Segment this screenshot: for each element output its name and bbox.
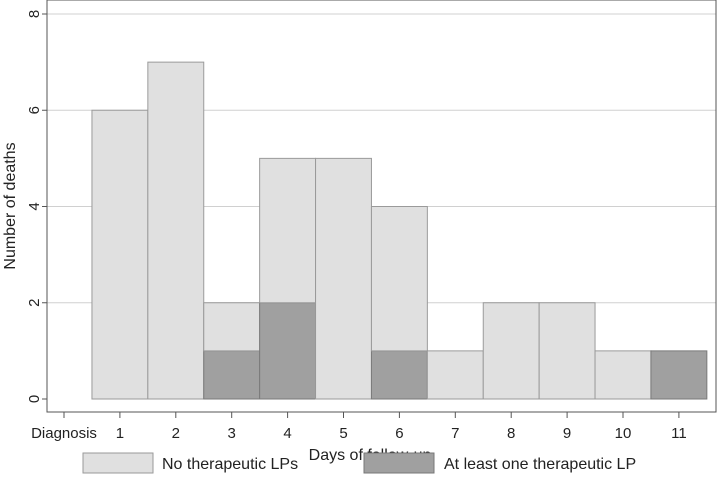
bar-no-lp-day-9 [538, 302, 596, 400]
x-tick-label: 10 [615, 425, 632, 442]
x-tick-label: 4 [283, 425, 291, 442]
bar-no-lp-day-8 [482, 302, 540, 400]
y-tick-label: 4 [26, 202, 43, 210]
legend: No therapeutic LPs At least one therapeu… [82, 452, 636, 474]
x-tick-label: 6 [395, 425, 403, 442]
x-tick-label: 2 [172, 425, 180, 442]
x-tick-label: 8 [507, 425, 515, 442]
legend-label-no-lp: No therapeutic LPs [162, 456, 298, 473]
x-tick-label: 11 [671, 425, 687, 442]
bar-no-lp-day-6 [370, 206, 428, 352]
y-tick-label: 0 [26, 395, 43, 403]
legend-box-no-lp [82, 452, 154, 474]
bars [91, 61, 708, 400]
x-tick-label: 7 [451, 425, 459, 442]
bar-no-lp-day-7 [426, 350, 484, 400]
x-tick-label: 1 [116, 425, 124, 442]
bar-no-lp-day-4 [259, 157, 317, 304]
y-axis-title: Number of deaths [2, 142, 19, 269]
y-axis: 0 2 4 6 8 [26, 10, 47, 403]
x-tick-label: 9 [563, 425, 571, 442]
bar-lp-day-11 [650, 350, 708, 400]
legend-box-lp [363, 452, 435, 474]
y-tick-label: 2 [26, 299, 43, 307]
y-tick-label: 6 [26, 106, 43, 114]
legend-label-lp: At least one therapeutic LP [444, 456, 636, 473]
x-axis: Diagnosis 1 2 3 4 5 6 7 8 9 10 11 [31, 411, 716, 442]
bar-lp-day-4 [259, 302, 317, 400]
bar-no-lp-day-10 [594, 350, 652, 400]
x-tick-label: 3 [228, 425, 236, 442]
bar-lp-day-6 [370, 350, 428, 400]
bar-no-lp-day-2 [147, 61, 205, 400]
bar-lp-day-3 [203, 350, 261, 400]
y-tick-label: 8 [26, 10, 43, 18]
x-tick-label: Diagnosis [31, 425, 97, 442]
bar-no-lp-day-1 [91, 109, 149, 400]
x-tick-label: 5 [339, 425, 347, 442]
bar-no-lp-day-3 [203, 302, 261, 352]
bar-no-lp-day-5 [315, 157, 372, 400]
